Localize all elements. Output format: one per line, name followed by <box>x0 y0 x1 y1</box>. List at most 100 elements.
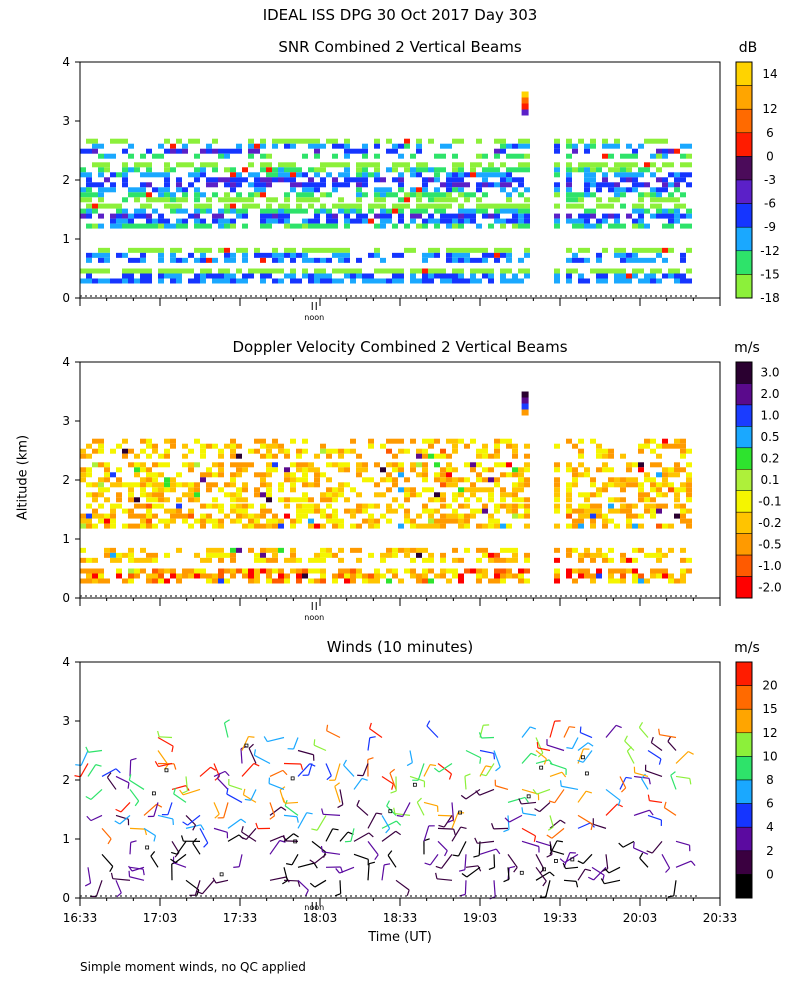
wind-barb-flag <box>569 726 576 729</box>
heatmap-cell <box>290 247 296 253</box>
heatmap-cell <box>200 568 206 574</box>
colorbar-label: 15 <box>762 702 777 716</box>
wind-barb <box>389 772 397 790</box>
heatmap-cell <box>368 278 374 284</box>
wind-barb <box>563 726 570 738</box>
heatmap-cell <box>590 177 596 183</box>
heatmap-cell <box>158 223 164 229</box>
heatmap-cell <box>368 578 374 584</box>
heatmap-cell <box>620 573 626 579</box>
heatmap-cell <box>344 257 350 263</box>
heatmap-cell <box>146 443 152 449</box>
heatmap-cell <box>158 197 164 203</box>
heatmap-cell <box>308 508 314 514</box>
wind-barb <box>291 854 299 866</box>
x-axis-label: Time (UT) <box>368 930 432 945</box>
heatmap-cell <box>242 273 248 279</box>
heatmap-cell <box>500 472 506 478</box>
heatmap-cell <box>224 252 230 258</box>
heatmap-cell <box>488 273 494 279</box>
heatmap-cell <box>188 448 194 454</box>
wind-barb-flag <box>429 764 437 767</box>
heatmap-cell <box>458 268 464 274</box>
heatmap-cell <box>236 472 242 478</box>
heatmap-cell <box>332 268 338 274</box>
wind-barb <box>577 790 587 803</box>
colorbar-label: -6 <box>764 197 776 211</box>
wind-barb <box>521 840 540 848</box>
wind-barb <box>339 866 355 874</box>
wind-barb-flag <box>632 841 635 848</box>
heatmap-cell <box>368 503 374 509</box>
heatmap-cell <box>452 273 458 279</box>
colorbar-swatch <box>735 685 753 710</box>
wind-barb-flag <box>326 775 332 781</box>
heatmap-cell <box>452 162 458 168</box>
heatmap-cell <box>206 203 212 209</box>
heatmap-cell <box>200 573 206 579</box>
heatmap-cell <box>122 208 128 214</box>
heatmap-cell <box>104 547 110 553</box>
wind-barb-flag <box>332 828 339 831</box>
wind-barb-flag <box>406 762 413 767</box>
heatmap-cell <box>632 477 638 483</box>
heatmap-cell <box>86 443 92 449</box>
heatmap-cell <box>248 172 254 178</box>
heatmap-cell <box>98 477 104 483</box>
heatmap-cell <box>392 482 398 488</box>
heatmap-cell <box>218 247 224 253</box>
heatmap-cell <box>338 568 344 574</box>
heatmap-cell <box>158 252 164 258</box>
heatmap-cell <box>140 192 146 198</box>
wind-barb <box>297 879 309 891</box>
heatmap-cell <box>266 487 272 493</box>
wind-barb <box>426 725 439 738</box>
heatmap-cell <box>302 172 308 178</box>
heatmap-cell <box>284 162 290 168</box>
heatmap-cell <box>500 223 506 229</box>
heatmap-cell <box>584 247 590 253</box>
heatmap-cell <box>602 453 608 459</box>
wind-barb-flag <box>389 768 396 774</box>
heatmap-cell <box>392 547 398 553</box>
heatmap-cell <box>326 547 332 553</box>
heatmap-cell <box>632 162 638 168</box>
heatmap-cell <box>620 557 626 563</box>
heatmap-cell <box>248 568 254 574</box>
wind-barb-flag <box>286 863 293 866</box>
wind-barb-flag <box>128 865 133 872</box>
heatmap-cell <box>98 482 104 488</box>
heatmap-cell <box>248 523 254 529</box>
heatmap-cell <box>146 497 152 503</box>
heatmap-cell <box>278 203 284 209</box>
wind-barb <box>367 812 377 829</box>
heatmap-cell <box>590 482 596 488</box>
colorbar-swatch <box>735 85 753 110</box>
heatmap-cell <box>632 148 638 154</box>
heatmap-cell <box>638 547 644 553</box>
heatmap-cell <box>578 462 584 468</box>
heatmap-cell <box>500 148 506 154</box>
heatmap-cell <box>200 167 206 173</box>
heatmap-cell <box>314 477 320 483</box>
heatmap-cell <box>656 187 662 193</box>
heatmap-cell <box>266 518 272 524</box>
heatmap-cell <box>626 187 632 193</box>
heatmap-cell <box>224 568 230 574</box>
heatmap-cell <box>566 153 572 159</box>
heatmap-cell <box>104 268 110 274</box>
heatmap-cell <box>272 557 278 563</box>
heatmap-cell <box>578 197 584 203</box>
heatmap-cell <box>194 552 200 558</box>
heatmap-cell <box>134 482 140 488</box>
wind-barb <box>381 820 397 829</box>
heatmap-cell <box>272 552 278 558</box>
heatmap-cell <box>368 162 374 168</box>
heatmap-cell <box>566 192 572 198</box>
heatmap-cell <box>500 218 506 224</box>
heatmap-cell <box>326 223 332 229</box>
heatmap-cell <box>146 523 152 529</box>
heatmap-cell <box>116 552 122 558</box>
heatmap-cell <box>134 497 140 503</box>
